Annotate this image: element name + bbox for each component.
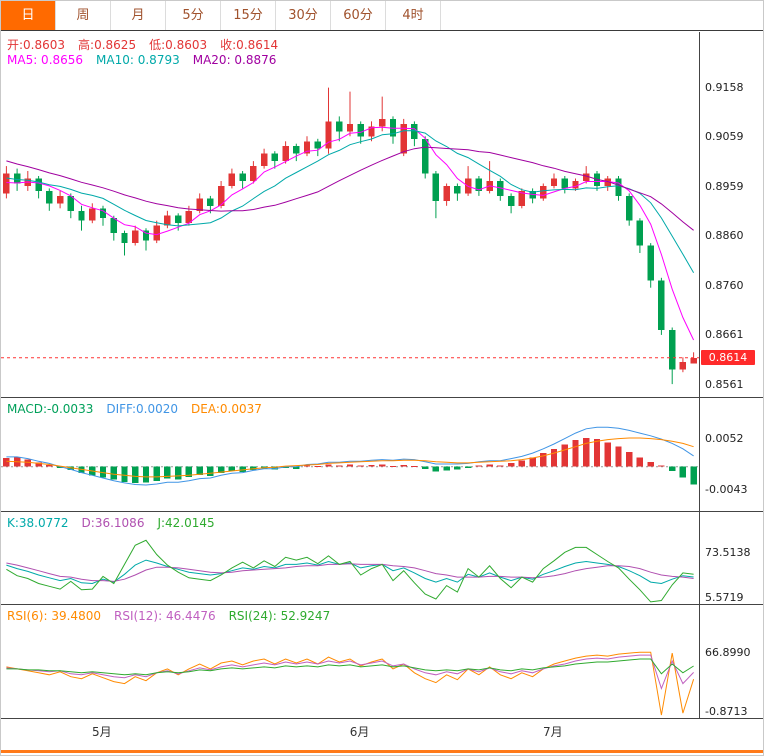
timeframe-tab-2[interactable]: 周 [56, 1, 111, 30]
timeframe-tabbar: 日周月 5分 15分 30分 60分 4时 [1, 1, 763, 31]
timeframe-tab-3[interactable]: 月 [111, 1, 166, 30]
timeframe-tab-4[interactable]: 5分 [166, 1, 221, 30]
bottom-accent-bar [1, 750, 763, 753]
timeframe-tab-6[interactable]: 30分 [276, 1, 331, 30]
timeframe-tab-5[interactable]: 15分 [221, 1, 276, 30]
chart-canvas[interactable] [1, 32, 763, 744]
chart-area: 开:0.8603 高:0.8625 低:0.8603 收:0.8614 MA5: 0.… [1, 32, 763, 744]
timeframe-tab-1[interactable]: 日 [1, 1, 56, 30]
timeframe-tab-7[interactable]: 60分 [331, 1, 386, 30]
timeframe-tab-8[interactable]: 4时 [386, 1, 441, 30]
